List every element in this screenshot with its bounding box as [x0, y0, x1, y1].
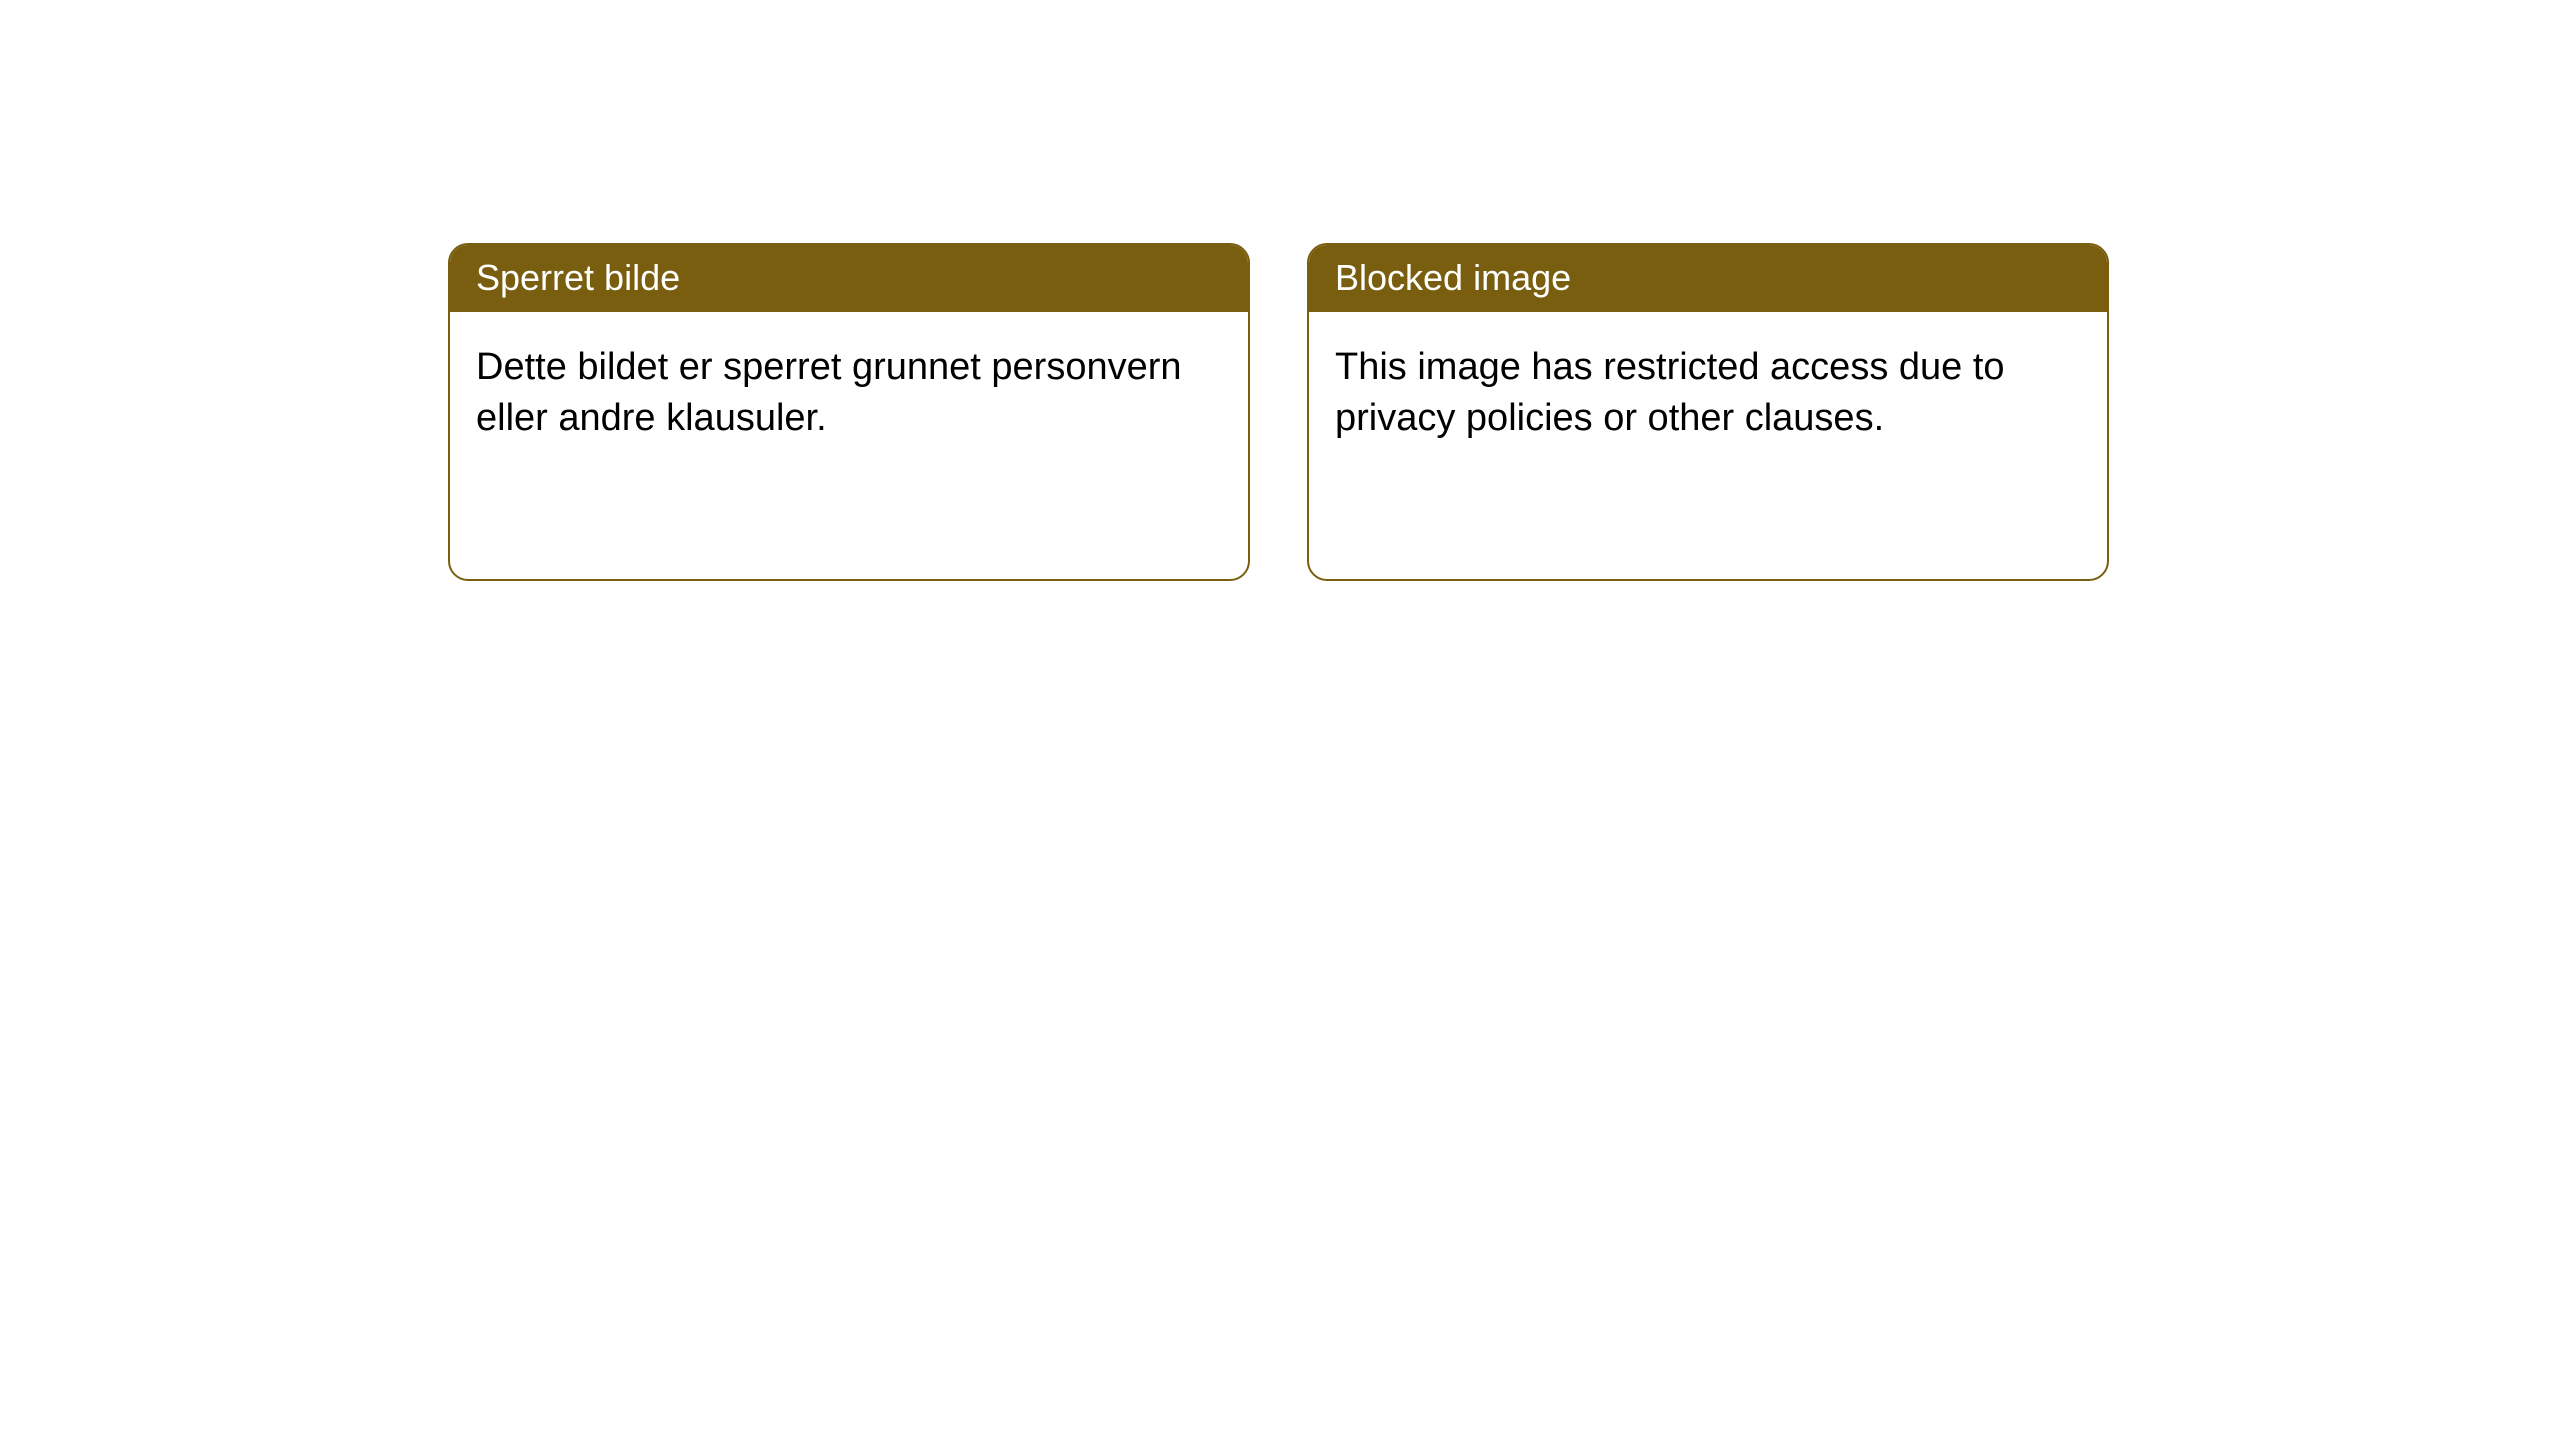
notice-header: Blocked image [1309, 245, 2107, 312]
notice-card-norwegian: Sperret bilde Dette bildet er sperret gr… [448, 243, 1250, 581]
notice-container: Sperret bilde Dette bildet er sperret gr… [0, 0, 2560, 581]
notice-header: Sperret bilde [450, 245, 1248, 312]
notice-body: Dette bildet er sperret grunnet personve… [450, 312, 1248, 475]
notice-body: This image has restricted access due to … [1309, 312, 2107, 475]
notice-card-english: Blocked image This image has restricted … [1307, 243, 2109, 581]
